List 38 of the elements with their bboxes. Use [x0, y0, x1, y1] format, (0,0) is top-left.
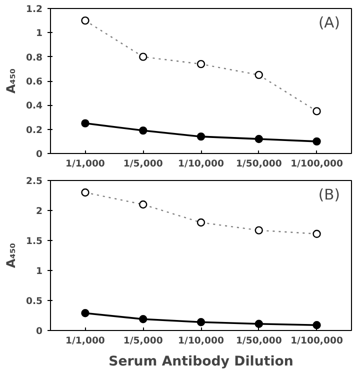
y-tick-label: 0 — [36, 149, 44, 160]
x-axis-title: Serum Antibody Dilution — [108, 354, 294, 370]
x-tick-label: 1/50,000 — [236, 158, 282, 170]
point — [196, 132, 206, 141]
x-tick-label: 1/100,000 — [290, 336, 344, 346]
x-tick-label: 1/100,000 — [290, 158, 344, 170]
y-tick-label: 1.2 — [26, 4, 43, 15]
point — [196, 318, 206, 326]
y-tick-label: 1.5 — [26, 236, 43, 247]
x-tick-label: 1/10,000 — [178, 158, 224, 170]
y-tick-label: 0.6 — [26, 76, 43, 88]
y-axis-title: A₄₅₀ — [4, 68, 18, 94]
y-tick-label: 0 — [36, 326, 44, 337]
y-tick-label: 0.2 — [26, 124, 43, 136]
annotation: (B) — [318, 186, 340, 204]
point — [139, 315, 148, 324]
y-tick-label: 2.5 — [26, 176, 43, 187]
x-tick-label: 1/1,000 — [66, 158, 106, 170]
annotation: (A) — [318, 14, 340, 32]
x-tick-label: 1/5,000 — [123, 158, 164, 170]
x-tick-label: 1/10,000 — [178, 336, 224, 346]
y-tick-label: 1 — [36, 28, 43, 40]
x-tick-label: 1/50,000 — [236, 336, 282, 346]
y-tick-label: 0.5 — [26, 296, 43, 307]
point — [254, 134, 263, 144]
y-tick-label: 0.8 — [26, 52, 43, 64]
y-axis-title: A₄₅₀ — [4, 242, 18, 268]
x-tick-label: 1/5,000 — [123, 336, 164, 346]
point — [81, 309, 90, 318]
y-tick-label: 0.4 — [26, 100, 44, 112]
point — [81, 119, 90, 128]
point — [254, 320, 263, 328]
point — [312, 321, 321, 330]
y-tick-label: 2 — [36, 206, 43, 217]
point — [139, 126, 148, 135]
x-tick-label: 1/1,000 — [66, 336, 106, 346]
y-tick-label: 1 — [36, 266, 43, 277]
point — [312, 137, 321, 146]
